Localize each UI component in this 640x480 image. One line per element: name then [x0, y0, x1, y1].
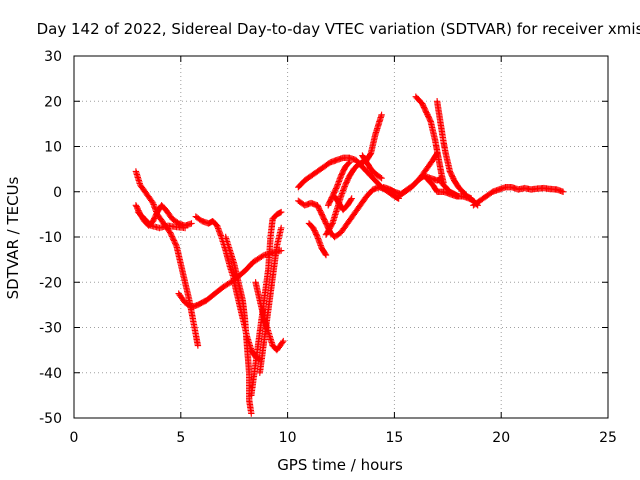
data-point-markers [256, 224, 285, 376]
data-track [412, 93, 447, 186]
data-track [192, 213, 238, 284]
x-axis-label: GPS time / hours [277, 456, 403, 474]
data-track [295, 184, 390, 241]
data-point-markers [359, 152, 385, 182]
x-tick-label: 5 [176, 430, 185, 446]
x-tick-label: 15 [385, 430, 403, 446]
data-track [433, 98, 475, 202]
y-tick-label: -30 [39, 321, 62, 337]
data-point-markers [192, 213, 238, 284]
data-point-markers [322, 111, 385, 238]
data-track [470, 184, 567, 209]
data-track [438, 179, 462, 200]
data-point-markers [331, 193, 355, 214]
data-points [132, 93, 567, 417]
x-tick-label: 25 [599, 430, 617, 446]
y-axis-label: SDTVAR / TECUs [4, 176, 22, 299]
axis-ticks: 0 5 10 15 20 25 -50 -40 -30 -20 -10 0 10 20 30 [39, 49, 617, 446]
y-tick-label: 20 [44, 94, 62, 110]
y-tick-label: -40 [39, 366, 62, 382]
y-tick-label: -10 [39, 230, 62, 246]
data-track [331, 193, 355, 214]
y-tick-label: 30 [44, 49, 62, 65]
x-tick-label: 0 [70, 430, 79, 446]
x-tick-label: 10 [279, 430, 297, 446]
x-tick-label: 20 [492, 430, 510, 446]
data-point-markers [134, 208, 189, 232]
data-track [256, 224, 285, 376]
data-track [359, 152, 385, 182]
data-track [134, 208, 189, 232]
data-point-markers [412, 93, 447, 186]
grid-lines [74, 56, 608, 418]
data-point-markers [305, 220, 330, 259]
data-point-markers [438, 179, 462, 200]
data-track [305, 220, 330, 259]
data-point-markers [470, 184, 567, 209]
y-tick-label: 10 [44, 140, 62, 156]
y-tick-label: -50 [39, 411, 62, 427]
data-track [322, 111, 385, 238]
data-track [295, 154, 402, 202]
data-point-markers [295, 154, 402, 202]
y-tick-label: -20 [39, 275, 62, 291]
y-tick-label: 0 [53, 185, 62, 201]
chart-title: Day 142 of 2022, Sidereal Day-to-day VTE… [37, 20, 640, 38]
data-point-markers [433, 98, 475, 202]
data-point-markers [295, 184, 390, 241]
